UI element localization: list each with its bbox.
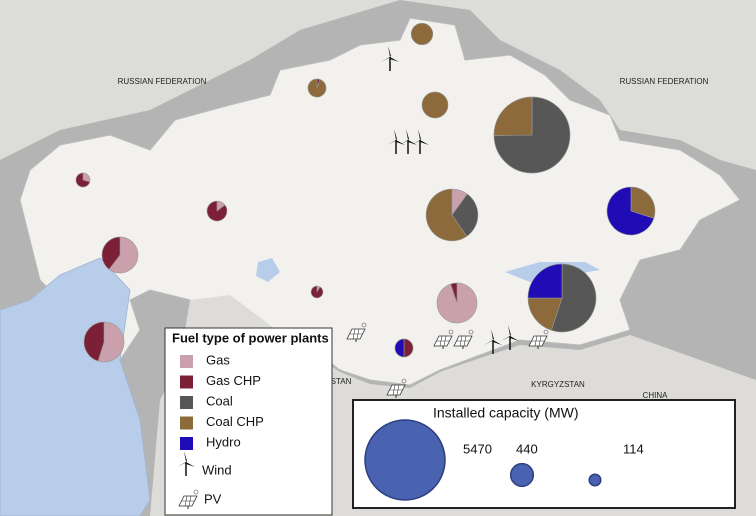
legend-label: Gas CHP	[206, 373, 261, 388]
pie-slice	[451, 193, 479, 237]
capacity-bubble	[364, 419, 446, 501]
pie-slice	[403, 338, 414, 358]
pie-slice	[630, 186, 656, 219]
pie-slice	[527, 297, 563, 331]
pie-slice	[421, 91, 449, 119]
pie-slice	[410, 22, 434, 46]
aral-sea	[256, 258, 280, 282]
legend-swatch	[180, 355, 193, 368]
fuel-legend: Fuel type of power plants Gas Gas CHP Coal…	[164, 327, 333, 516]
pie-slice	[307, 78, 327, 98]
pie-slice	[394, 338, 405, 358]
legend-label: PV	[204, 491, 222, 506]
power-plants	[75, 22, 656, 363]
legend-swatch	[180, 396, 193, 409]
pie-slice	[101, 236, 121, 270]
pie-slice	[108, 236, 139, 274]
pie-slice	[606, 186, 655, 236]
pie-slice	[206, 200, 228, 222]
capacity-legend: Installed capacity (MW) 5470 440 114	[352, 399, 736, 509]
pie-slice	[310, 285, 324, 299]
caspian-sea	[0, 257, 151, 516]
country-label: STAN	[331, 377, 352, 386]
pie-slice	[75, 172, 91, 188]
legend-label: Wind	[202, 462, 232, 477]
capacity-value: 114	[623, 441, 644, 456]
legend-label: Hydro	[206, 434, 241, 449]
capacity-bubble	[588, 473, 602, 487]
legend-title: Fuel type of power plants	[172, 330, 329, 345]
pie-slice	[425, 188, 468, 242]
pie-slice	[83, 321, 105, 362]
legend-label: Coal CHP	[206, 414, 264, 429]
legend-swatch	[180, 437, 193, 450]
pie-slice	[551, 263, 597, 333]
legend-label: Gas	[206, 352, 230, 367]
pie-slice	[450, 282, 458, 304]
legend-swatch	[180, 375, 193, 389]
country-label: RUSSIAN FEDERATION	[118, 77, 207, 86]
legend-swatch	[180, 416, 193, 430]
legend-title: Installed capacity (MW)	[433, 405, 578, 421]
pie-slice	[527, 263, 563, 299]
pie-slice	[97, 321, 125, 363]
pie-slice	[493, 96, 571, 174]
capacity-value: 5470	[463, 441, 492, 456]
land-region	[0, 0, 756, 170]
pie-slice	[493, 96, 533, 136]
country-label: RUSSIAN FEDERATION	[620, 77, 709, 86]
capacity-bubble	[509, 462, 535, 488]
country-label: CHINA	[643, 391, 669, 400]
legend-label: Coal	[206, 393, 233, 408]
capacity-value: 440	[516, 441, 538, 456]
country-label: KYRGYZSTAN	[531, 380, 585, 389]
